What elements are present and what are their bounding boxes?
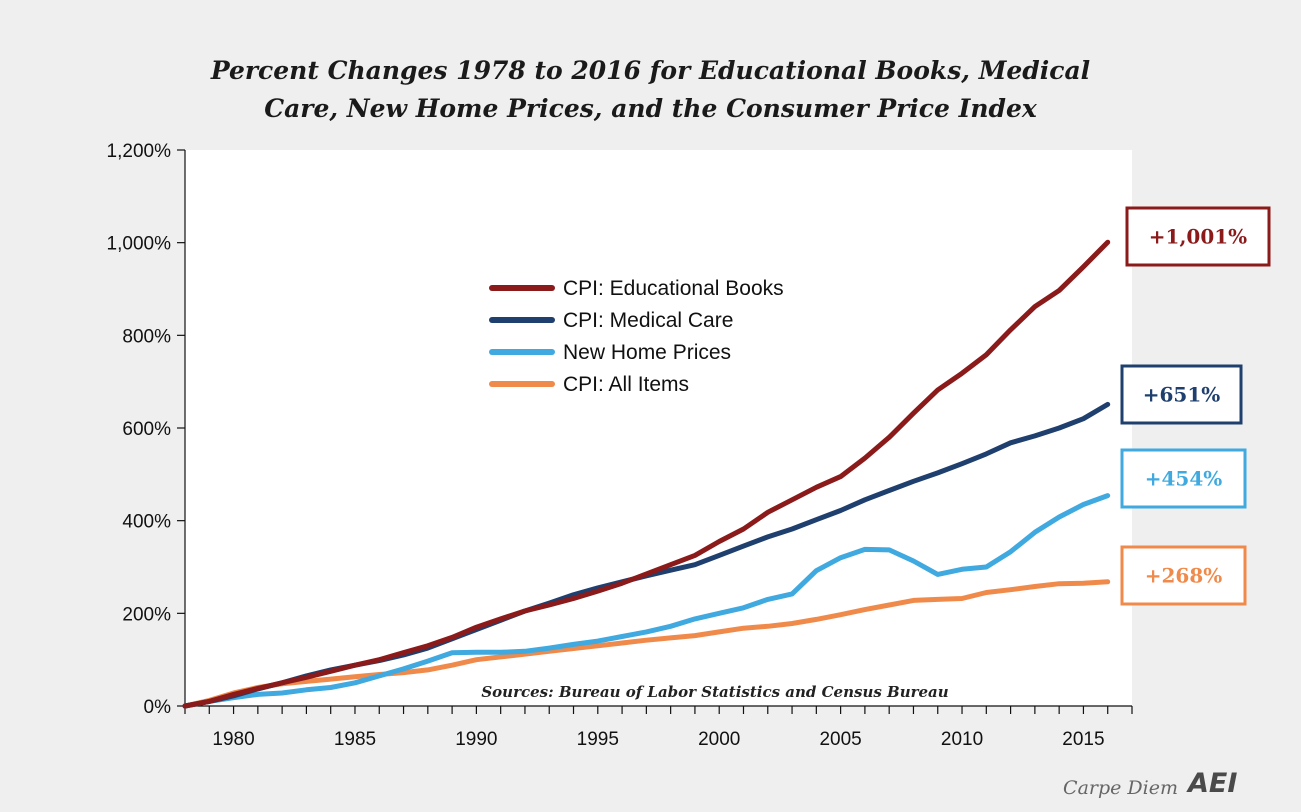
- chart-title: Percent Changes 1978 to 2016 for Educati…: [0, 52, 1301, 128]
- x-tick-label: 1985: [334, 729, 376, 750]
- y-tick-label: 200%: [122, 604, 171, 625]
- legend-label: CPI: Medical Care: [563, 309, 733, 332]
- series-line-cpi-all-items: [182, 579, 1111, 709]
- carpe-diem-label: Carpe Diem: [1063, 777, 1178, 799]
- x-tick-label: 2005: [819, 729, 861, 750]
- end-labels: +1,001% +651% +454% +268%: [1120, 206, 1271, 606]
- legend-label: CPI: Educational Books: [563, 277, 784, 300]
- aei-logo: AEI: [1186, 768, 1237, 799]
- x-tick-label: 2015: [1062, 729, 1104, 750]
- x-tick-label: 1980: [212, 729, 254, 750]
- y-tick-label: 0%: [144, 697, 172, 718]
- end-label-box: [1120, 364, 1243, 425]
- y-tick-label: 600%: [122, 419, 171, 440]
- series-line-cpi-educational-books: [182, 239, 1111, 709]
- chart-title-line-2: Care, New Home Prices, and the Consumer …: [264, 94, 1037, 123]
- end-label-value: +268%: [1145, 564, 1223, 588]
- branding: Carpe Diem AEI: [1063, 768, 1237, 799]
- series-lines: [182, 239, 1111, 709]
- end-label-value: +454%: [1145, 467, 1223, 491]
- x-tick-label: 1995: [577, 729, 619, 750]
- axes: 0% 200% 400% 600% 800% 1,000% 1,200% 1980 1985 19…: [107, 141, 1133, 750]
- end-label-box: [1120, 545, 1247, 606]
- legend-label: CPI: All Items: [563, 373, 689, 396]
- end-label-value: +1,001%: [1149, 225, 1247, 249]
- end-label-box: [1120, 448, 1247, 509]
- y-tick-label: 400%: [122, 512, 171, 533]
- legend-label: New Home Prices: [563, 341, 731, 364]
- x-tick-label: 2010: [941, 729, 983, 750]
- legend: CPI: Educational Books CPI: Medical Care N…: [489, 277, 784, 396]
- chart-title-line-1: Percent Changes 1978 to 2016 for Educati…: [210, 56, 1091, 85]
- y-tick-label: 1,000%: [107, 234, 172, 255]
- end-label-box: [1125, 206, 1271, 267]
- y-tick-label: 1,200%: [107, 141, 172, 162]
- end-label-value: +651%: [1143, 383, 1221, 407]
- x-tick-label: 1990: [455, 729, 497, 750]
- x-tick-label: 2000: [698, 729, 740, 750]
- plot-area: [185, 150, 1132, 706]
- source-annotation: Sources: Bureau of Labor Statistics and …: [481, 683, 948, 701]
- y-tick-label: 800%: [122, 326, 171, 347]
- series-line-new-home-prices: [182, 493, 1111, 709]
